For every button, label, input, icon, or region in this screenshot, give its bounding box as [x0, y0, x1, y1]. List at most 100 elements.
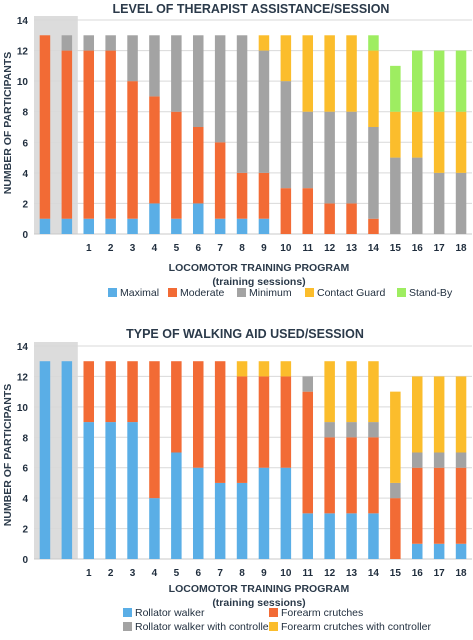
bar-segment [149, 498, 160, 559]
bar-segment [346, 203, 357, 234]
bar-segment [127, 81, 138, 219]
legend-label: Maximal [120, 287, 159, 299]
bar-segment [214, 35, 226, 143]
bar-segment [105, 361, 116, 423]
x-tick-label: 5 [174, 568, 180, 579]
bar-segment [455, 172, 467, 234]
bar-segment [411, 543, 423, 559]
x-tick-label: 8 [239, 243, 245, 254]
bar-segment [127, 422, 138, 559]
bar-segment [433, 452, 445, 468]
bar-segment [39, 361, 51, 559]
legend-label: Stand-By [409, 287, 453, 299]
bar-segment [324, 437, 335, 514]
x-tick-label: 13 [346, 243, 358, 254]
chart2-gridlines [34, 342, 472, 560]
bar-segment [149, 96, 160, 204]
chart2-y-ticks: 0 2 4 6 8 10 12 14 [17, 342, 29, 566]
chart1-title: LEVEL OF THERAPIST ASSISTANCE/SESSION [113, 2, 390, 16]
x-tick-label: 6 [195, 568, 201, 579]
legend-label: Rollator walker with controller [135, 621, 273, 633]
legend-swatch [269, 608, 278, 617]
bar-segment [236, 376, 248, 483]
bar-segment [390, 157, 401, 234]
legend-swatch [305, 288, 314, 297]
y-tick-label: 2 [22, 199, 28, 210]
legend-swatch [397, 288, 406, 297]
bar-segment [346, 361, 357, 423]
x-tick-label: 18 [455, 243, 467, 254]
bar-segment [411, 157, 423, 234]
x-tick-label: 1 [86, 243, 92, 254]
x-tick-label: 18 [455, 568, 467, 579]
bar-segment [61, 35, 73, 51]
bar-segment [411, 376, 423, 453]
x-tick-label: 7 [217, 243, 223, 254]
x-tick-label: 2 [108, 568, 114, 579]
bar-segment [280, 188, 292, 234]
bar-segment [324, 203, 335, 234]
bar-segment [368, 35, 379, 51]
bar-segment [280, 361, 292, 377]
bar-segment [236, 482, 248, 559]
x-tick-label: 16 [412, 568, 424, 579]
bar-segment [324, 35, 335, 112]
y-tick-label: 0 [22, 555, 28, 566]
bar-segment [83, 361, 95, 423]
x-tick-label: 11 [302, 243, 313, 254]
bar-segment [346, 437, 357, 514]
bar-segment [280, 376, 292, 468]
bar-segment [455, 452, 467, 468]
x-tick-label: 16 [412, 243, 424, 254]
bar-segment [214, 361, 226, 483]
legend-label: Forearm crutches [281, 607, 363, 619]
bar-segment [324, 422, 335, 438]
x-tick-label: 3 [130, 243, 136, 254]
y-tick-label: 12 [17, 47, 29, 58]
chart1-y-axis-title: NUMBER OF PARTICIPANTS [2, 52, 14, 195]
bar-segment [368, 218, 379, 234]
x-tick-label: 4 [152, 243, 158, 254]
y-tick-label: 8 [22, 433, 28, 444]
chart1-x-axis-title: LOCOMOTOR TRAINING PROGRAM [169, 262, 350, 274]
bar-segment [302, 111, 314, 189]
chart1-y-ticks: 0 2 4 6 8 10 12 14 [17, 16, 29, 241]
x-tick-label: 14 [368, 568, 380, 579]
x-tick-label: 17 [434, 243, 446, 254]
bar-segment [324, 513, 335, 559]
bar-segment [83, 422, 95, 559]
x-tick-label: 9 [261, 568, 267, 579]
bar-segment [302, 188, 314, 234]
y-tick-label: 10 [17, 403, 29, 414]
bar-segment [390, 482, 401, 499]
bar-segment [368, 513, 379, 559]
bar-segment [105, 422, 116, 559]
bar-segment [61, 50, 73, 219]
x-tick-label: 10 [280, 243, 292, 254]
x-tick-label: 7 [217, 568, 223, 579]
bar-segment [302, 376, 314, 392]
bar-segment [390, 391, 401, 483]
legend-swatch [269, 622, 278, 631]
y-tick-label: 10 [17, 77, 29, 88]
bar-segment [214, 218, 226, 234]
bar-segment [258, 361, 270, 377]
bar-segment [411, 50, 423, 112]
bar-segment [127, 218, 138, 234]
bar-segment [368, 361, 379, 423]
chart1-gridlines [34, 16, 472, 235]
bar-segment [455, 50, 467, 112]
chart-walking-aid: TYPE OF WALKING AID USED/SESSION 0246810… [2, 327, 472, 633]
bar-segment [236, 172, 248, 219]
bar-segment [390, 65, 401, 112]
chart2-legend: Rollator walker Forearm crutches Rollator … [123, 607, 431, 633]
bar-segment [192, 203, 204, 234]
bar-segment [258, 376, 270, 468]
bar-segment [258, 467, 270, 559]
bar-segment [83, 50, 95, 219]
x-tick-label: 11 [302, 568, 313, 579]
bar-segment [171, 35, 182, 112]
x-tick-label: 12 [324, 243, 336, 254]
bar-segment [149, 361, 160, 499]
